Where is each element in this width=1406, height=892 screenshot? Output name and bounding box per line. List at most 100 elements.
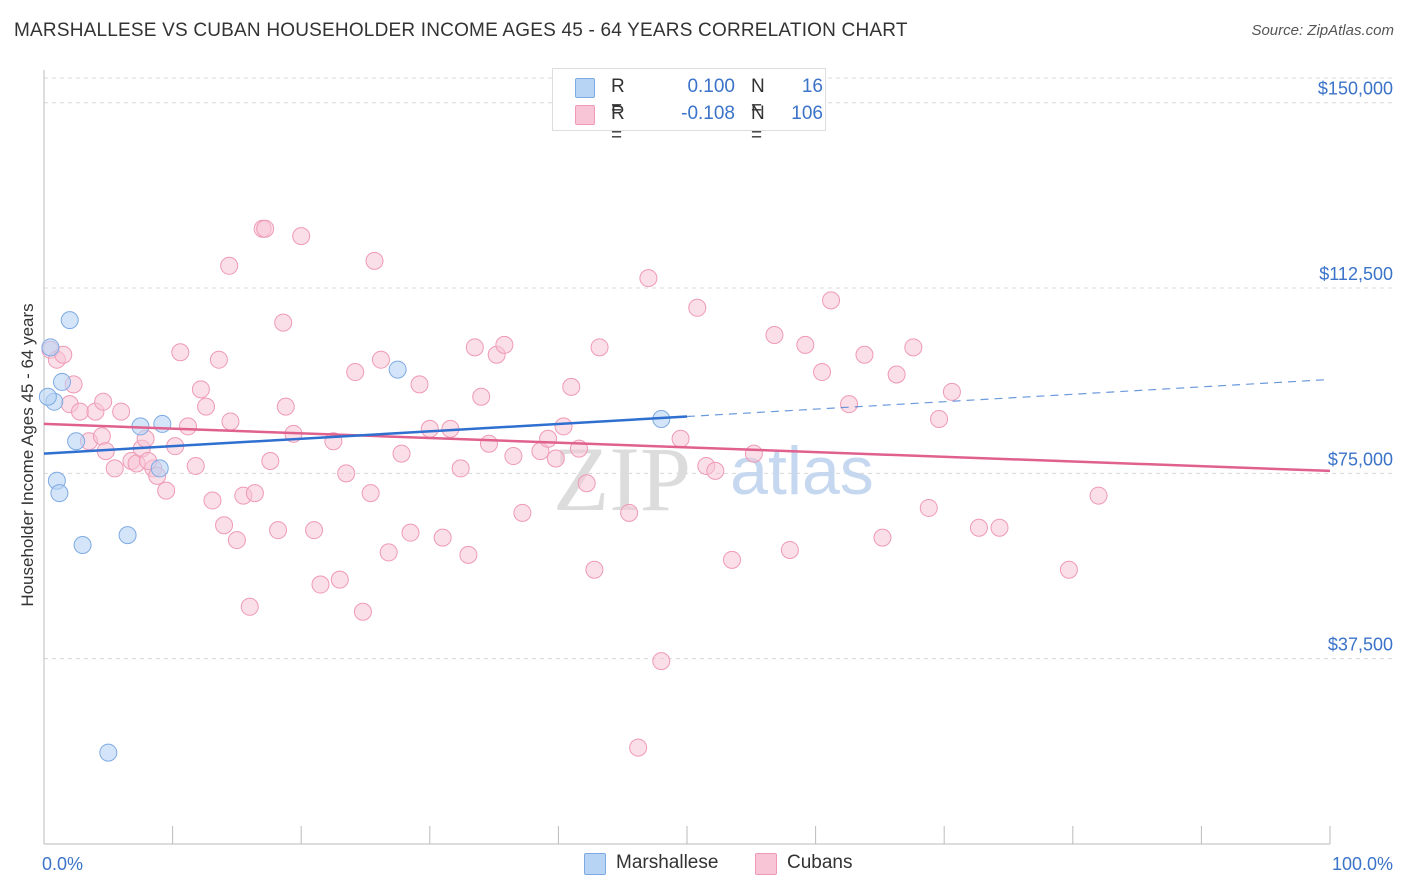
- cubans-point: [240, 597, 259, 616]
- cubans-point: [904, 338, 923, 357]
- legend-label-cubans: Cubans: [787, 852, 853, 873]
- cubans-point: [652, 652, 671, 671]
- marshallese-point: [60, 311, 79, 330]
- y-axis-title: Householder Income Ages 45 - 64 years: [18, 303, 37, 607]
- y-tick-label: $37,500: [1328, 635, 1393, 655]
- cubans-point: [361, 484, 380, 503]
- marshallese-swatch: [575, 78, 595, 98]
- cubans-point: [220, 256, 239, 275]
- marshallese-trend-extension: [686, 378, 1331, 418]
- cubans-point: [433, 528, 452, 547]
- cubans-point: [465, 338, 484, 357]
- cubans-point: [990, 518, 1009, 537]
- cubans-point: [855, 345, 874, 364]
- marshallese-point: [41, 338, 60, 357]
- cubans-point: [269, 521, 288, 540]
- cubans-point: [629, 738, 648, 757]
- x-tick-label: 0.0%: [42, 854, 83, 874]
- cubans-point: [221, 412, 240, 431]
- grid-layer: [44, 77, 1395, 660]
- r-value: 0.100: [687, 76, 735, 97]
- marshallese-point: [50, 484, 69, 503]
- cubans-point: [227, 531, 246, 550]
- cubans-point: [873, 528, 892, 547]
- cubans-point: [546, 449, 565, 468]
- cubans-point: [274, 313, 293, 332]
- cubans-point: [311, 575, 330, 594]
- cubans-point: [822, 291, 841, 310]
- correlation-legend: R = 0.100 N = 16 R = -0.108 N = 106: [552, 68, 826, 146]
- cubans-point: [261, 452, 280, 470]
- legend-label-marshallese: Marshallese: [616, 852, 719, 873]
- marshallese-point: [150, 459, 169, 478]
- cubans-point: [942, 382, 961, 401]
- cubans-point: [796, 335, 815, 354]
- cubans-point: [71, 402, 90, 421]
- marshallese-points: [38, 311, 671, 762]
- cubans-point: [590, 338, 609, 357]
- cubans-point: [392, 444, 411, 463]
- cubans-point: [401, 523, 420, 542]
- cubans-swatch: [755, 853, 777, 875]
- cubans-point: [577, 474, 596, 493]
- r-label: R =: [611, 103, 625, 146]
- cubans-point: [305, 521, 324, 540]
- cubans-point: [495, 335, 514, 354]
- cubans-point: [744, 444, 763, 463]
- cubans-point: [92, 427, 111, 446]
- cubans-point: [179, 417, 198, 436]
- cubans-trend-line: [43, 422, 1331, 473]
- cubans-point: [620, 503, 639, 522]
- cubans-point: [105, 459, 124, 478]
- cubans-point: [969, 518, 988, 537]
- cubans-point: [562, 377, 581, 396]
- cubans-point: [765, 325, 784, 344]
- cubans-point: [353, 602, 372, 621]
- marshallese-point: [38, 387, 57, 406]
- cubans-point: [209, 350, 228, 369]
- source-label: Source: ZipAtlas.com: [1251, 22, 1394, 39]
- cubans-point: [420, 419, 439, 438]
- cubans-point: [688, 298, 707, 317]
- r-label: R =: [611, 76, 625, 119]
- cubans-point: [330, 570, 349, 589]
- cubans-point: [186, 456, 205, 475]
- cubans-point: [585, 560, 604, 579]
- cubans-point: [365, 251, 384, 270]
- cubans-point: [379, 543, 398, 562]
- cubans-point: [539, 429, 558, 448]
- cubans-point: [813, 363, 832, 382]
- cubans-point: [191, 380, 210, 399]
- y-tick-label: $150,000: [1318, 79, 1393, 99]
- chart-title: MARSHALLESE VS CUBAN HOUSEHOLDER INCOME …: [14, 20, 908, 41]
- cubans-point: [215, 516, 234, 535]
- cubans-point: [671, 429, 690, 448]
- cubans-point: [706, 461, 725, 480]
- tick-labels: $37,500 $75,000 $112,500 $150,000 0.0% 100.0%: [42, 79, 1393, 874]
- cubans-point: [479, 434, 498, 453]
- marshallese-trend-line: [43, 415, 688, 455]
- n-label: N =: [751, 103, 765, 146]
- cubans-point: [472, 387, 491, 406]
- cubans-point: [410, 375, 429, 394]
- n-label: N =: [751, 76, 765, 119]
- cubans-point: [513, 503, 532, 522]
- cubans-point: [292, 227, 311, 246]
- cubans-point: [780, 540, 799, 559]
- marshallese-point: [118, 526, 137, 545]
- marshallese-point: [67, 432, 86, 451]
- marshallese-point: [53, 372, 72, 391]
- cubans-point: [919, 498, 938, 517]
- cubans-point: [887, 365, 906, 384]
- cubans-point: [256, 219, 275, 238]
- cubans-point: [197, 397, 216, 416]
- cubans-point: [451, 459, 470, 478]
- cubans-point: [840, 395, 859, 414]
- marshallese-point: [388, 360, 407, 379]
- trend-lines: [43, 378, 1331, 473]
- n-value: 106: [791, 103, 823, 124]
- watermark-atlas: atlas: [730, 433, 874, 509]
- cubans-point: [554, 417, 573, 436]
- marshallese-swatch: [584, 853, 606, 875]
